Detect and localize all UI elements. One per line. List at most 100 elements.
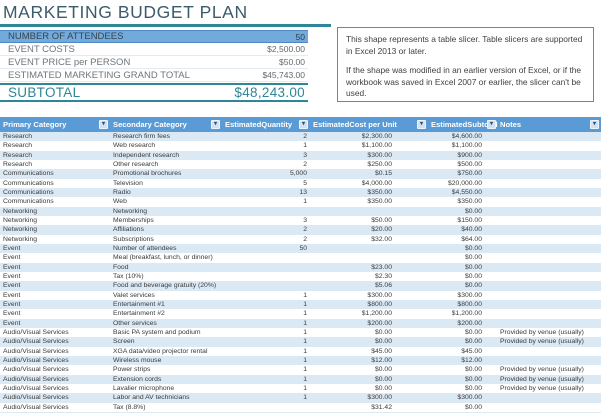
cell-notes[interactable]: Provided by venue (usually) (500, 338, 584, 346)
cell-subtotal[interactable]: $200.00 (457, 319, 482, 327)
cell-secondary-category[interactable]: Tax (10%) (113, 272, 144, 280)
cell-cost-per-unit[interactable]: $32.00 (371, 235, 392, 243)
cell-subtotal[interactable]: $800.00 (457, 300, 482, 308)
cell-secondary-category[interactable]: Meal (breakfast, lunch, or dinner) (113, 254, 213, 262)
cell-secondary-category[interactable]: Wireless mouse (113, 356, 162, 364)
cell-quantity[interactable]: 3 (303, 151, 307, 159)
cell-subtotal[interactable]: $0.00 (464, 244, 482, 252)
cell-quantity[interactable]: 5 (303, 179, 307, 187)
cell-subtotal[interactable]: $300.00 (457, 291, 482, 299)
cell-quantity[interactable]: 50 (299, 244, 307, 252)
cell-primary-category[interactable]: Research (3, 160, 33, 168)
cell-primary-category[interactable]: Communications (3, 198, 54, 206)
cell-secondary-category[interactable]: Power strips (113, 366, 151, 374)
cell-primary-category[interactable]: Networking (3, 235, 37, 243)
cell-notes[interactable] (498, 197, 601, 206)
cell-subtotal[interactable]: $0.00 (464, 366, 482, 374)
cell-notes[interactable] (498, 244, 601, 253)
cell-primary-category[interactable]: Audio/Visual Services (3, 375, 69, 383)
cell-notes[interactable] (498, 179, 601, 188)
cell-cost-per-unit[interactable]: $300.00 (367, 291, 392, 299)
cell-notes[interactable] (498, 281, 601, 290)
cell-secondary-category[interactable]: Research firm fees (113, 133, 171, 140)
cell-subtotal[interactable]: $64.00 (461, 235, 482, 243)
cell-notes[interactable] (498, 319, 601, 328)
cell-quantity[interactable] (222, 272, 310, 281)
cell-quantity[interactable]: 2 (303, 133, 307, 140)
cell-secondary-category[interactable]: Promotional brochures (113, 170, 182, 178)
cell-subtotal[interactable]: $0.00 (464, 403, 482, 411)
cell-quantity[interactable]: 1 (303, 375, 307, 383)
cell-secondary-category[interactable]: Food (113, 263, 129, 271)
cell-quantity[interactable]: 1 (303, 366, 307, 374)
cell-cost-per-unit[interactable]: $300.00 (367, 394, 392, 402)
cell-quantity[interactable]: 1 (303, 384, 307, 392)
cell-cost-per-unit[interactable]: $1,200.00 (361, 310, 392, 318)
cell-notes[interactable] (498, 188, 601, 197)
cell-primary-category[interactable]: Research (3, 142, 33, 150)
cell-primary-category[interactable]: Networking (3, 226, 37, 234)
cell-notes[interactable] (498, 235, 601, 244)
cell-subtotal[interactable]: $900.00 (457, 151, 482, 159)
cell-secondary-category[interactable]: XGA data/video projector rental (113, 347, 208, 355)
cell-notes[interactable] (498, 141, 601, 150)
cell-quantity[interactable] (222, 253, 310, 262)
cell-quantity[interactable]: 13 (299, 188, 307, 196)
cell-secondary-category[interactable]: Screen (113, 338, 135, 346)
cell-notes[interactable] (498, 393, 601, 402)
cell-secondary-category[interactable]: Other research (113, 160, 159, 168)
cell-primary-category[interactable]: Communications (3, 188, 54, 196)
cell-quantity[interactable]: 1 (303, 347, 307, 355)
cell-secondary-category[interactable]: Valet services (113, 291, 155, 299)
cell-primary-category[interactable]: Event (3, 272, 21, 280)
cell-subtotal[interactable]: $0.00 (464, 282, 482, 290)
cell-cost-per-unit[interactable]: $350.00 (367, 198, 392, 206)
cell-notes[interactable] (498, 253, 601, 262)
cell-cost-per-unit[interactable]: $2,300.00 (361, 133, 392, 140)
cell-subtotal[interactable]: $20,000.00 (447, 179, 482, 187)
summary-row-grand-total[interactable]: ESTIMATED MARKETING GRAND TOTAL $45,743.… (0, 69, 308, 82)
cell-secondary-category[interactable]: Radio (113, 188, 131, 196)
cell-cost-per-unit[interactable]: $0.00 (374, 375, 392, 383)
cell-secondary-category[interactable]: Web research (113, 142, 156, 150)
cell-quantity[interactable]: 2 (303, 226, 307, 234)
cell-primary-category[interactable]: Audio/Visual Services (3, 366, 69, 374)
cell-secondary-category[interactable]: Lavalier microphone (113, 384, 175, 392)
cell-cost-per-unit[interactable]: $4,000.00 (361, 179, 392, 187)
cell-subtotal[interactable]: $0.00 (464, 263, 482, 271)
cell-cost-per-unit[interactable] (310, 244, 428, 253)
cell-cost-per-unit[interactable]: $0.15 (374, 170, 392, 178)
cell-quantity[interactable]: 1 (303, 300, 307, 308)
cell-cost-per-unit[interactable]: $0.00 (374, 384, 392, 392)
cell-quantity[interactable] (222, 403, 310, 412)
subtotal-row[interactable]: SUBTOTAL $48,243.00 (0, 83, 308, 102)
cell-primary-category[interactable]: Audio/Visual Services (3, 328, 69, 336)
cell-notes[interactable] (498, 309, 601, 318)
cell-subtotal[interactable]: $0.00 (464, 254, 482, 262)
cell-subtotal[interactable]: $1,200.00 (451, 310, 482, 318)
cell-notes[interactable] (498, 169, 601, 178)
cell-secondary-category[interactable]: Food and beverage gratuity (20%) (113, 282, 217, 290)
cell-secondary-category[interactable]: Labor and AV technicians (113, 394, 190, 402)
summary-row-attendees[interactable]: NUMBER OF ATTENDEES 50 (0, 30, 308, 43)
cell-notes[interactable]: Provided by venue (usually) (500, 366, 584, 374)
cell-notes[interactable] (498, 207, 601, 216)
cell-primary-category[interactable]: Networking (3, 216, 37, 224)
cell-cost-per-unit[interactable]: $5.06 (374, 282, 392, 290)
cell-secondary-category[interactable]: Entertainment #2 (113, 310, 165, 318)
cell-quantity[interactable] (222, 207, 310, 216)
cell-quantity[interactable]: 1 (303, 198, 307, 206)
cell-cost-per-unit[interactable] (310, 207, 428, 216)
cell-notes[interactable] (498, 263, 601, 272)
cell-primary-category[interactable]: Research (3, 133, 33, 140)
cell-primary-category[interactable]: Event (3, 319, 21, 327)
slicer-note-box[interactable]: This shape represents a table slicer. Ta… (337, 27, 594, 102)
cell-secondary-category[interactable]: Affiliations (113, 226, 144, 234)
cell-quantity[interactable]: 5,000 (289, 170, 307, 178)
cell-secondary-category[interactable]: Basic PA system and podium (113, 328, 201, 336)
cell-cost-per-unit[interactable]: $50.00 (371, 216, 392, 224)
cell-subtotal[interactable]: $150.00 (457, 216, 482, 224)
cell-subtotal[interactable]: $0.00 (464, 338, 482, 346)
cell-subtotal[interactable]: $1,100.00 (451, 142, 482, 150)
cell-primary-category[interactable]: Event (3, 282, 21, 290)
